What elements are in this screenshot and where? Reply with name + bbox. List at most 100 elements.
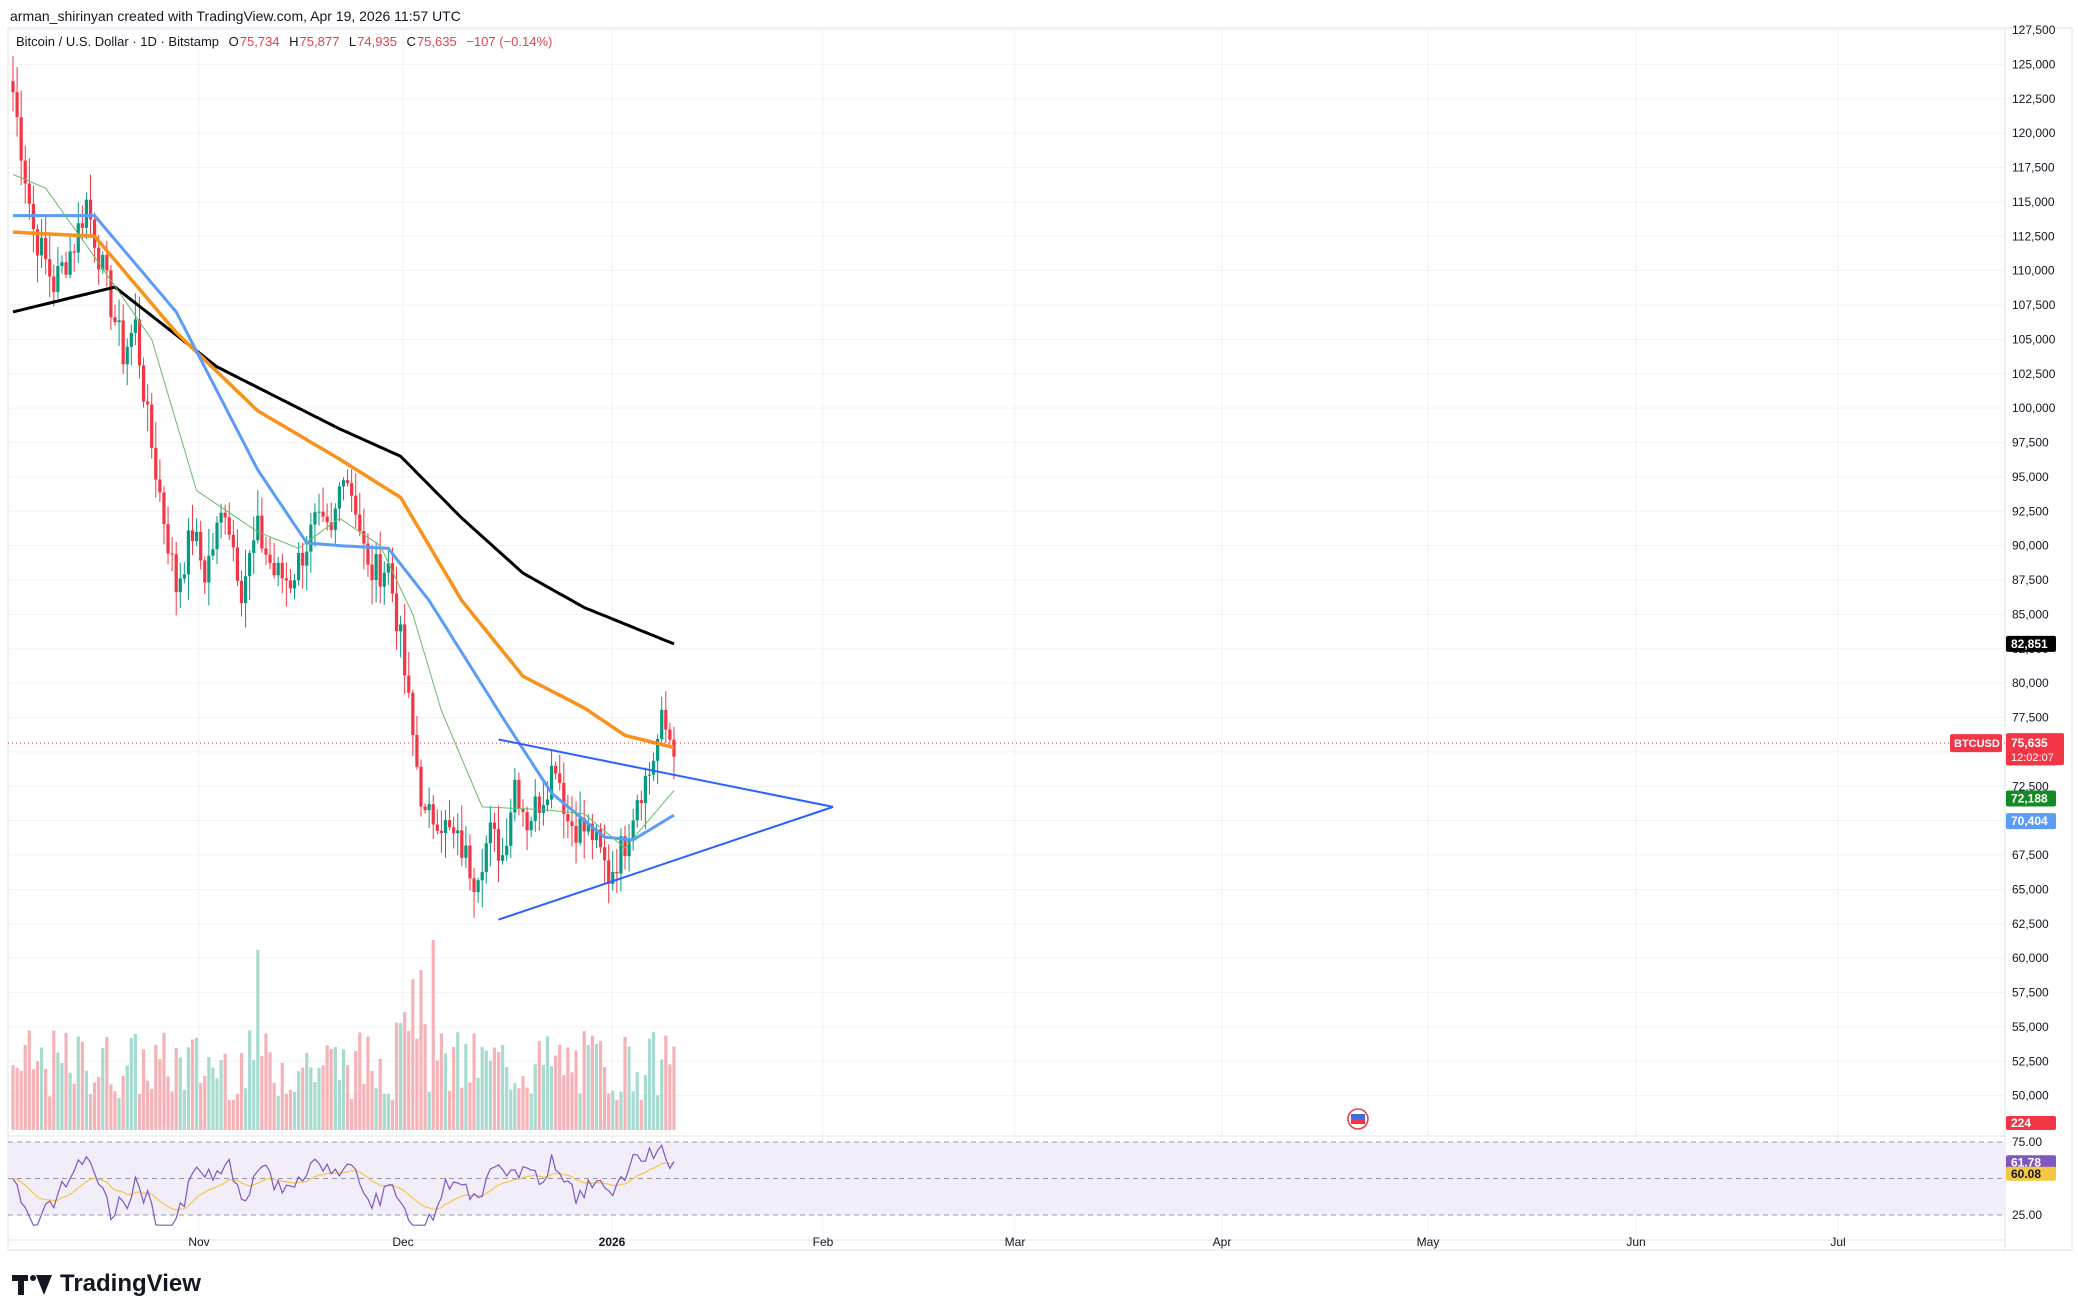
volume-value-tag: 224	[2006, 1116, 2056, 1130]
volume-bar	[121, 1075, 125, 1130]
candle-body	[284, 578, 288, 581]
volume-bar	[407, 1030, 411, 1130]
candle-body	[382, 572, 386, 587]
volume-bar	[374, 1088, 378, 1130]
candle-body	[93, 219, 97, 248]
ma-20-value-tag-text: 72,188	[2011, 792, 2048, 806]
volume-bar	[305, 1052, 309, 1130]
volume-bar	[190, 1039, 195, 1130]
price-tick-label: 102,500	[2012, 367, 2056, 381]
candle-body	[635, 800, 639, 821]
candle-body	[664, 709, 668, 730]
candle-body	[117, 320, 121, 323]
symbol-price-tag-bg	[1950, 734, 2002, 753]
volume-bar	[529, 1093, 533, 1130]
volume-bar	[219, 1060, 223, 1130]
volume-bar	[619, 1091, 623, 1130]
volume-bar	[170, 1091, 174, 1130]
candle-body	[464, 845, 468, 858]
candle-body	[554, 765, 558, 774]
candle-body	[239, 580, 244, 604]
volume-bar	[541, 1064, 545, 1130]
volume-bar	[64, 1032, 68, 1130]
volume-bar	[93, 1082, 97, 1130]
candle-body	[488, 822, 492, 844]
volume-bar	[313, 1082, 317, 1130]
candle-body	[533, 796, 537, 822]
volume-bar	[517, 1088, 521, 1130]
candle-body	[317, 511, 321, 513]
candle-body	[190, 530, 195, 542]
price-tick-label: 122,500	[2012, 92, 2056, 106]
candle-body	[88, 199, 93, 220]
volume-bar	[272, 1082, 276, 1130]
volume-bar	[56, 1052, 60, 1130]
symbol-price-tag: BTCUSD	[1950, 734, 2002, 753]
volume-bar	[660, 1059, 664, 1130]
candle-body	[158, 479, 162, 493]
candle-body	[492, 822, 497, 829]
candle-body	[211, 549, 215, 556]
close-label: C	[406, 34, 416, 49]
candle-body	[668, 729, 672, 740]
candle-body	[623, 836, 627, 857]
us-flag-icon	[1347, 1108, 1369, 1130]
volume-bar	[60, 1063, 64, 1130]
volume-bar	[239, 1053, 244, 1130]
candle-body	[541, 805, 545, 813]
candle-body	[407, 675, 411, 693]
candle-body	[133, 319, 137, 333]
rsi-tick-label: 75.00	[2012, 1135, 2042, 1149]
volume-bar	[39, 1047, 44, 1130]
volume-bar	[125, 1065, 129, 1130]
candle-body	[260, 515, 264, 549]
volume-bar	[268, 1052, 272, 1130]
time-tick-label: Dec	[392, 1235, 413, 1249]
volume-bar	[141, 1049, 146, 1130]
volume-bar	[664, 1035, 668, 1130]
volume-bar	[521, 1076, 525, 1130]
volume-bar	[484, 1050, 488, 1130]
volume-bar	[231, 1099, 235, 1130]
volume-bar	[623, 1036, 627, 1130]
tradingview-logo[interactable]: TradingView	[12, 1270, 201, 1298]
candle-body	[651, 760, 656, 775]
volume-bar	[362, 1083, 366, 1130]
volume-bar	[248, 1030, 252, 1130]
volume-bar	[52, 1030, 56, 1130]
volume-bar	[203, 1075, 207, 1130]
candle-body	[627, 840, 631, 857]
candle-body	[170, 553, 174, 555]
volume-bar	[309, 1067, 313, 1130]
volume-bar	[264, 1033, 268, 1130]
candle-body	[35, 229, 40, 256]
current-price-value: 75,635	[2011, 736, 2048, 750]
volume-bar	[594, 1044, 599, 1130]
volume-bar	[337, 1080, 341, 1130]
volume-bar	[301, 1067, 305, 1130]
candle-body	[549, 765, 554, 800]
time-tick-label: Jul	[1830, 1235, 1845, 1249]
volume-bar	[403, 1012, 407, 1130]
candle-body	[329, 522, 333, 530]
ma-200-line	[12, 285, 675, 646]
candle-body	[68, 251, 72, 275]
candle-body	[207, 555, 211, 583]
volume-bar	[460, 1087, 464, 1130]
volume-bar	[297, 1071, 301, 1130]
volume-bar	[133, 1033, 137, 1130]
price-tick-label: 120,000	[2012, 126, 2056, 140]
candle-body	[545, 799, 550, 806]
volume-bar	[635, 1072, 639, 1130]
price-tick-label: 67,500	[2012, 848, 2049, 862]
volume-bar	[399, 1023, 403, 1130]
time-tick-label: Mar	[1005, 1235, 1026, 1249]
author-line: arman_shirinyan created with TradingView…	[10, 8, 461, 24]
volume-bar	[672, 1046, 676, 1130]
volume-bar	[321, 1065, 325, 1130]
candle-body	[362, 531, 366, 544]
rsi-value-tag-bg	[2006, 1155, 2056, 1170]
symbol-title[interactable]: Bitcoin / U.S. Dollar · 1D · Bitstamp	[16, 34, 219, 49]
candle-body	[603, 847, 607, 861]
